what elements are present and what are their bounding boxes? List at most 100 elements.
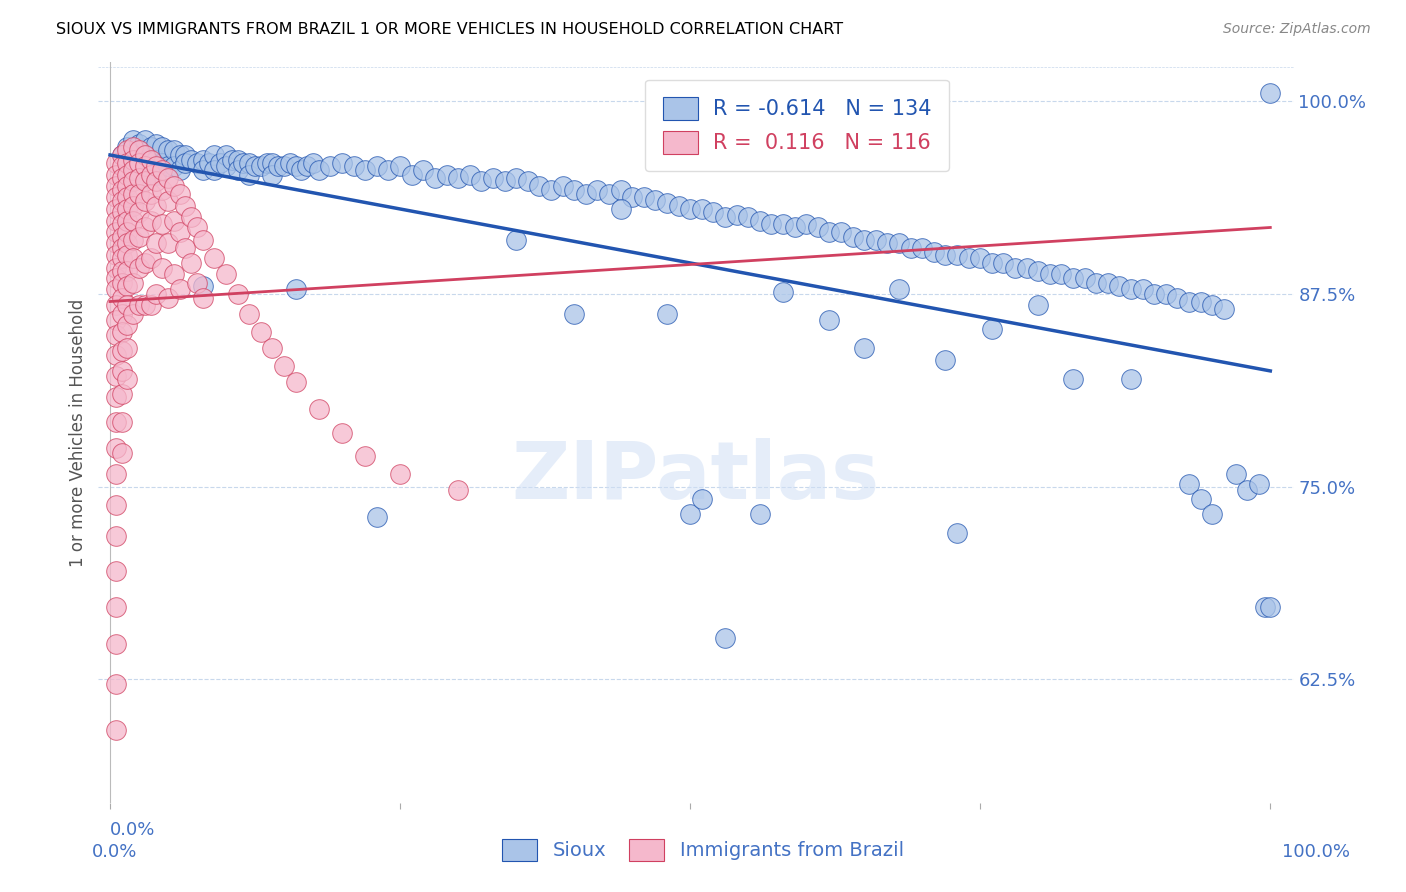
Point [308, 163, 330, 178]
Point [516, 174, 538, 188]
Point [980, 322, 1002, 336]
Point [104, 155, 127, 169]
Point [993, 256, 1015, 270]
Point [690, 202, 713, 216]
Point [104, 313, 127, 327]
Point [389, 159, 412, 173]
Point [104, 565, 127, 579]
Point [609, 184, 631, 198]
Point [1236, 483, 1258, 497]
Point [128, 186, 150, 201]
Point [111, 326, 134, 340]
Point [163, 159, 186, 173]
Point [139, 155, 162, 169]
Point [139, 252, 162, 266]
Text: 100.0%: 100.0% [1282, 843, 1350, 861]
Legend: Sioux, Immigrants from Brazil: Sioux, Immigrants from Brazil [494, 830, 912, 869]
Point [562, 184, 585, 198]
Point [117, 225, 139, 239]
Point [104, 178, 127, 193]
Point [104, 467, 127, 482]
Point [1026, 263, 1049, 277]
Text: ZIPatlas: ZIPatlas [512, 438, 880, 516]
Point [104, 248, 127, 262]
Point [111, 194, 134, 209]
Point [853, 233, 876, 247]
Point [122, 174, 145, 188]
Point [169, 163, 191, 178]
Point [1085, 276, 1108, 290]
Point [145, 153, 167, 167]
Y-axis label: 1 or more Vehicles in Household: 1 or more Vehicles in Household [69, 299, 87, 566]
Point [748, 214, 770, 228]
Point [186, 155, 208, 169]
Point [783, 220, 806, 235]
Point [505, 171, 527, 186]
Point [1201, 297, 1223, 311]
Point [145, 159, 167, 173]
Point [922, 245, 945, 260]
Point [139, 140, 162, 154]
Point [104, 271, 127, 285]
Point [150, 140, 173, 154]
Point [302, 155, 325, 169]
Point [163, 178, 186, 193]
Point [157, 194, 180, 209]
Point [104, 225, 127, 239]
Point [1247, 476, 1270, 491]
Point [157, 235, 180, 250]
Point [139, 168, 162, 182]
Point [209, 155, 232, 169]
Point [679, 508, 702, 522]
Point [621, 189, 644, 203]
Point [714, 631, 737, 645]
Point [226, 286, 249, 301]
Point [111, 148, 134, 162]
Point [830, 225, 852, 239]
Point [1201, 508, 1223, 522]
Point [134, 220, 156, 235]
Point [330, 155, 353, 169]
Point [180, 210, 202, 224]
Point [911, 240, 934, 254]
Point [946, 248, 969, 262]
Point [447, 483, 470, 497]
Point [319, 159, 342, 173]
Point [204, 148, 226, 162]
Point [111, 415, 134, 429]
Point [761, 218, 783, 232]
Point [1039, 267, 1062, 281]
Point [412, 163, 434, 178]
Point [169, 186, 191, 201]
Point [157, 144, 180, 158]
Point [191, 153, 214, 167]
Point [980, 256, 1002, 270]
Point [262, 168, 284, 182]
Point [150, 184, 173, 198]
Point [145, 199, 167, 213]
Point [145, 235, 167, 250]
Point [243, 159, 266, 173]
Point [157, 171, 180, 186]
Point [969, 252, 991, 266]
Point [772, 218, 794, 232]
Point [180, 153, 202, 167]
Point [139, 297, 162, 311]
Point [104, 328, 127, 343]
Point [122, 199, 145, 213]
Point [104, 168, 127, 182]
Point [401, 168, 423, 182]
Point [284, 375, 307, 389]
Point [111, 171, 134, 186]
Point [104, 723, 127, 738]
Point [134, 171, 156, 186]
Point [1050, 267, 1073, 281]
Point [117, 168, 139, 182]
Point [104, 235, 127, 250]
Point [575, 186, 598, 201]
Point [169, 225, 191, 239]
Point [221, 153, 243, 167]
Point [505, 233, 527, 247]
Point [702, 205, 724, 219]
Point [128, 297, 150, 311]
